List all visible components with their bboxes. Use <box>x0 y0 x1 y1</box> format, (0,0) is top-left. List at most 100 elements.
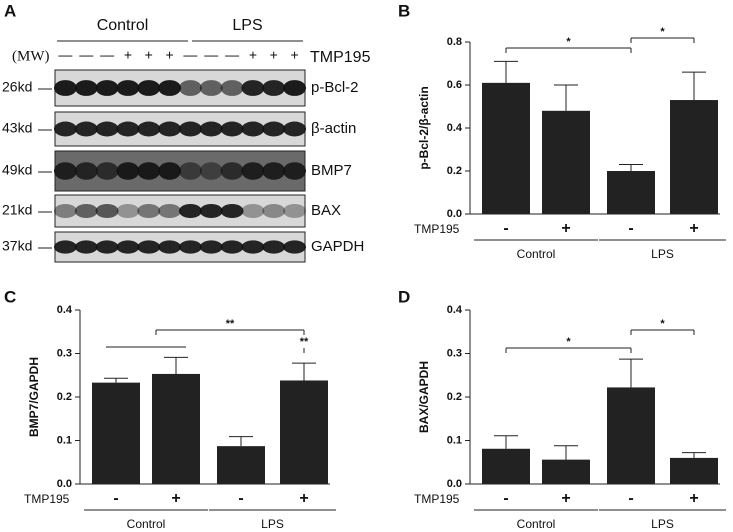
band <box>74 240 98 254</box>
band <box>74 121 98 137</box>
y-tick-label: 0.6 <box>447 79 462 91</box>
band <box>262 162 286 180</box>
y-axis-label: p-Bcl-2/β-actin <box>417 86 431 169</box>
band <box>53 80 77 96</box>
band <box>220 121 244 137</box>
group-label: LPS <box>651 517 674 531</box>
x-tick-label: + <box>689 220 698 237</box>
band <box>283 240 307 254</box>
band <box>137 121 161 137</box>
bar <box>670 100 718 214</box>
group-label: Control <box>517 247 556 261</box>
treatment-sign: + <box>290 47 298 63</box>
significance: * <box>566 336 571 348</box>
band <box>116 203 140 219</box>
band <box>158 203 182 219</box>
panel-letter: C <box>4 287 16 306</box>
band <box>178 80 202 96</box>
band <box>283 80 307 96</box>
band <box>283 121 307 137</box>
band <box>95 162 119 180</box>
y-tick-label: 0.1 <box>57 434 72 446</box>
band <box>241 203 265 219</box>
band <box>220 162 244 180</box>
band <box>199 203 223 219</box>
treatment-sign: + <box>145 47 153 63</box>
row-label: TMP195 <box>24 492 70 506</box>
band <box>241 121 265 137</box>
band <box>241 80 265 96</box>
band <box>220 80 244 96</box>
y-tick-label: 0.2 <box>447 165 462 177</box>
group-label: Control <box>517 517 556 531</box>
bar <box>217 446 265 484</box>
mw-marker: 37kd <box>2 238 32 254</box>
y-tick-label: 0.0 <box>447 208 462 220</box>
band <box>95 240 119 254</box>
mw-marker: 26kd <box>2 79 32 95</box>
x-tick-label: + <box>171 490 180 507</box>
treatment-sign: + <box>124 47 132 63</box>
band <box>53 121 77 137</box>
band <box>158 240 182 254</box>
treatment-sign: — <box>100 47 114 63</box>
band <box>241 240 265 254</box>
band <box>137 80 161 96</box>
significance: * <box>660 318 665 330</box>
y-tick-label: 0.4 <box>57 304 73 316</box>
x-tick-label: + <box>689 490 698 507</box>
band <box>116 121 140 137</box>
group-label: Control <box>97 17 149 34</box>
band <box>262 121 286 137</box>
group-label: LPS <box>232 17 262 34</box>
treatment-sign: — <box>58 47 72 63</box>
band <box>158 80 182 96</box>
treatment-sign: + <box>270 47 278 63</box>
bar <box>670 457 718 484</box>
treatment-sign: — <box>79 47 93 63</box>
y-tick-label: 0.3 <box>57 347 72 359</box>
bar <box>482 448 530 484</box>
bar <box>542 459 590 484</box>
bar <box>280 380 328 484</box>
band <box>137 240 161 254</box>
band <box>178 121 202 137</box>
band <box>262 80 286 96</box>
y-tick-label: 0.2 <box>57 391 72 403</box>
significance: * <box>660 26 665 38</box>
band <box>241 162 265 180</box>
x-tick-label: - <box>503 490 508 507</box>
x-tick-label: - <box>628 220 633 237</box>
bar <box>152 373 200 484</box>
bar <box>607 387 655 484</box>
protein-label: p-Bcl-2 <box>311 79 359 96</box>
band <box>137 203 161 219</box>
y-tick-label: 0.4 <box>447 304 463 316</box>
band <box>158 121 182 137</box>
x-tick-label: - <box>238 490 243 507</box>
protein-label: BMP7 <box>311 162 352 179</box>
band <box>283 203 307 219</box>
band <box>199 121 223 137</box>
x-tick-label: + <box>561 490 570 507</box>
x-tick-label: + <box>299 490 308 507</box>
row-label: TMP195 <box>414 222 460 236</box>
group-label: LPS <box>651 247 674 261</box>
band <box>262 203 286 219</box>
mw-marker: 43kd <box>2 120 32 136</box>
band <box>95 121 119 137</box>
western-blot <box>53 69 307 263</box>
band <box>53 162 77 180</box>
band <box>53 203 77 219</box>
y-tick-label: 0.0 <box>57 478 72 490</box>
band <box>137 162 161 180</box>
x-tick-label: - <box>113 490 118 507</box>
x-tick-label: - <box>628 490 633 507</box>
band <box>95 80 119 96</box>
band <box>53 240 77 254</box>
band <box>116 240 140 254</box>
y-tick-label: 0.1 <box>447 434 462 446</box>
bar <box>542 110 590 214</box>
y-axis-label: BMP7/GAPDH <box>27 357 41 437</box>
protein-label: GAPDH <box>311 238 364 255</box>
